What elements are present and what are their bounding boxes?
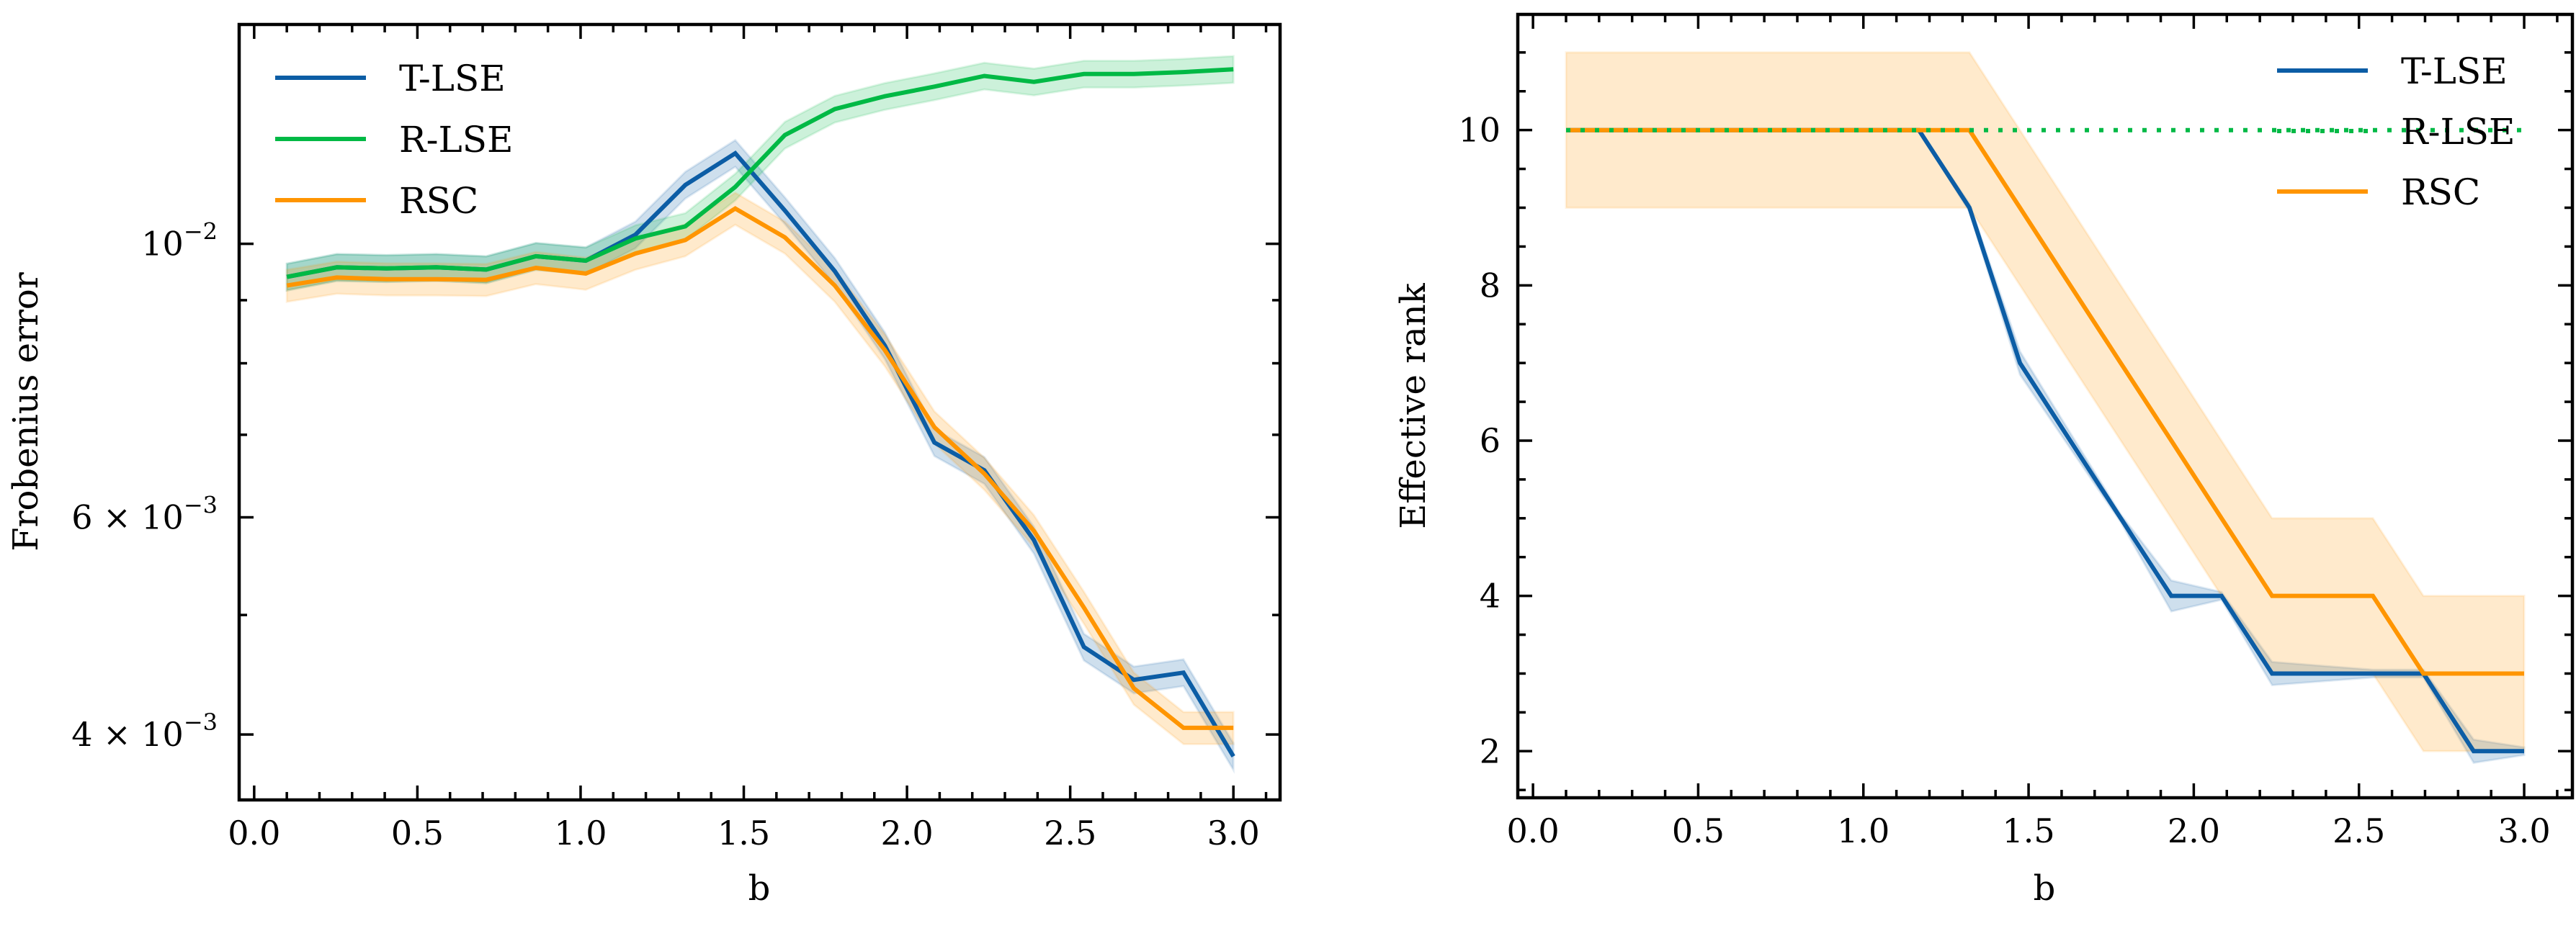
x-tick-label: 1.0	[1837, 811, 1889, 850]
x-tick-label: 3.0	[2497, 811, 2550, 850]
x-tick-label: 2.0	[2168, 811, 2220, 850]
y-axis-label: Frobenius error	[6, 272, 46, 552]
confidence-bands	[1565, 51, 2526, 765]
legend: T-LSE R-LSE RSC	[275, 58, 514, 222]
y-tick-label-exponent: −3	[184, 492, 218, 519]
x-tick-label: 2.5	[2333, 811, 2385, 850]
plot-frame	[237, 22, 1282, 802]
y-tick-label: 6	[1480, 421, 1501, 460]
y-tick-label: 6 × 10−3	[71, 492, 218, 537]
x-tick-labels: 0.0 0.5 1.0 1.5 2.0 2.5 3.0	[228, 814, 1260, 852]
y-tick-label-exponent: −3	[184, 708, 218, 736]
x-tick-label: 1.5	[2002, 811, 2054, 850]
x-tick-label: 1.0	[554, 814, 607, 852]
x-tick-label: 0.0	[1507, 811, 1560, 850]
x-tick-label: 2.5	[1044, 814, 1096, 852]
x-axis-label: b	[748, 868, 771, 909]
x-tick-label: 0.5	[1672, 811, 1725, 850]
y-tick-label: 10−2	[141, 218, 218, 264]
y-axis-label: Effective rank	[1393, 282, 1434, 528]
legend-label-r-lse: R-LSE	[2401, 111, 2515, 153]
y-tick-label: 10	[1458, 111, 1501, 150]
legend-label-rsc: RSC	[2401, 171, 2480, 213]
frobenius-error-chart: 0.0 0.5 1.0 1.5 2.0 2.5 3.0 10−26 × 10−34 × 10…	[6, 22, 1282, 909]
x-tick-label: 0.0	[228, 814, 280, 852]
y-tick-labels: 10−26 × 10−34 × 10−3	[71, 218, 218, 755]
series-lines	[286, 67, 1235, 758]
plot-frame	[1516, 12, 2575, 800]
y-tick-label: 2	[1480, 732, 1501, 770]
effective-rank-chart: 0.0 0.5 1.0 1.5 2.0 2.5 3.0 2 4 6 8 10 b Effective…	[1393, 12, 2575, 909]
y-tick-label-mantissa: 6 × 10	[71, 498, 184, 537]
y-tick-label: 4 × 10−3	[71, 708, 218, 754]
legend: T-LSE R-LSE RSC	[2277, 50, 2515, 213]
line-r-lse	[286, 67, 1234, 279]
y-tick-label-mantissa: 10	[141, 225, 184, 264]
x-tick-label: 3.0	[1207, 814, 1260, 852]
y-tick-label-mantissa: 4 × 10	[71, 715, 184, 754]
y-tick-label: 4	[1480, 577, 1501, 616]
y-tick-labels: 2 4 6 8 10	[1458, 111, 1501, 771]
line-rsc	[286, 206, 1234, 730]
legend-label-t-lse: T-LSE	[399, 58, 506, 99]
x-tick-label: 0.5	[391, 814, 444, 852]
legend-label-t-lse: T-LSE	[2401, 50, 2508, 92]
y-tick-label-exponent: −2	[184, 218, 218, 246]
x-tick-label: 1.5	[717, 814, 770, 852]
legend-label-r-lse: R-LSE	[399, 119, 514, 161]
x-tick-label: 2.0	[881, 814, 934, 852]
legend-label-rsc: RSC	[399, 180, 478, 222]
x-axis-label: b	[2034, 868, 2056, 909]
x-tick-labels: 0.0 0.5 1.0 1.5 2.0 2.5 3.0	[1507, 811, 2551, 850]
y-tick-label: 8	[1480, 266, 1501, 305]
series-lines	[1566, 127, 2524, 754]
